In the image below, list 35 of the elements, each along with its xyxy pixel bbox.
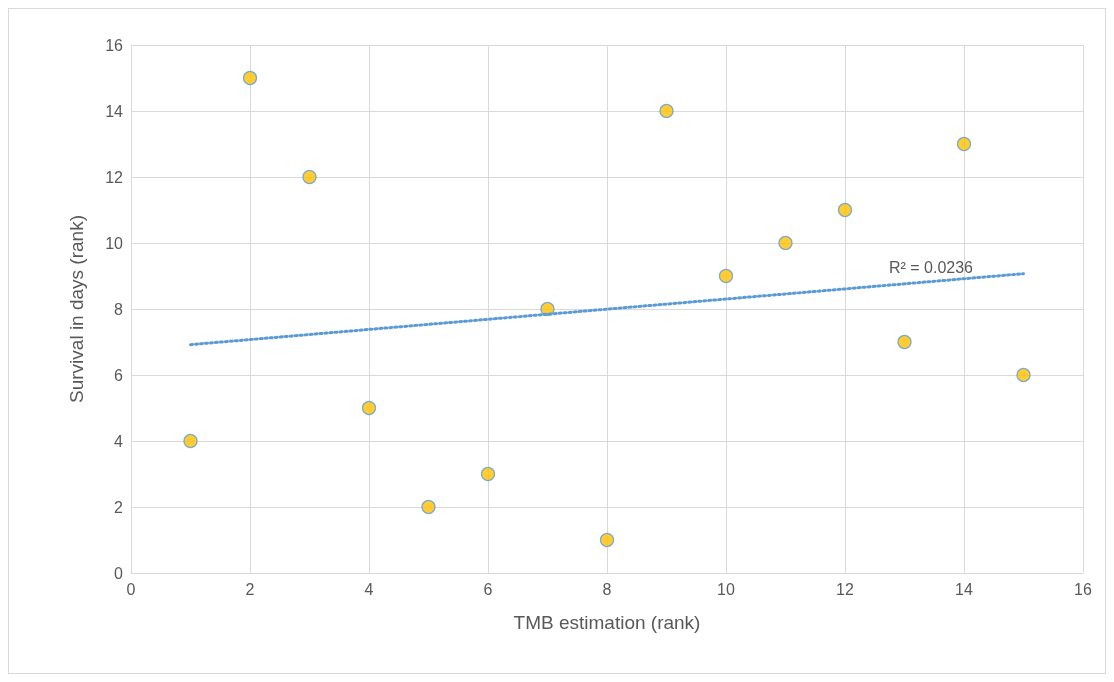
- y-tick-label: 14: [105, 102, 124, 120]
- x-tick-label: 2: [245, 580, 255, 598]
- point: [361, 400, 377, 416]
- x-tick-label: 10: [717, 580, 735, 598]
- y-tick-label: 0: [114, 564, 124, 582]
- point: [897, 334, 912, 350]
- point: [599, 532, 615, 548]
- point: [956, 136, 972, 152]
- point: [659, 103, 674, 119]
- y-tick-label: 10: [105, 234, 124, 252]
- point: [837, 202, 853, 218]
- y-tick-label: 4: [114, 432, 124, 450]
- point: [242, 70, 258, 86]
- y-tick-label: 16: [105, 36, 124, 54]
- point: [480, 466, 496, 482]
- point: [718, 268, 734, 284]
- y-tick-label: 6: [114, 366, 124, 384]
- y-tick-label: 2: [114, 498, 124, 516]
- annotation: R² = 0.0236: [888, 258, 974, 276]
- point: [421, 499, 436, 515]
- point: [183, 433, 198, 449]
- y-tick-label: 8: [114, 300, 124, 318]
- x-tick-label: 14: [955, 580, 973, 598]
- x-tick-label: 16: [1074, 580, 1092, 598]
- x-axis-title: TMB estimation (rank): [513, 612, 701, 633]
- x-tick-label: 0: [126, 580, 136, 598]
- x-tick-label: 8: [602, 580, 612, 598]
- point: [302, 169, 317, 185]
- y-tick-label: 12: [105, 168, 124, 186]
- point: [778, 235, 793, 251]
- point: [1016, 367, 1031, 383]
- y-axis-title: Survival in days (rank): [66, 215, 87, 403]
- x-tick-label: 6: [483, 580, 493, 598]
- x-tick-label: 4: [364, 580, 374, 598]
- x-tick-label: 12: [836, 580, 854, 598]
